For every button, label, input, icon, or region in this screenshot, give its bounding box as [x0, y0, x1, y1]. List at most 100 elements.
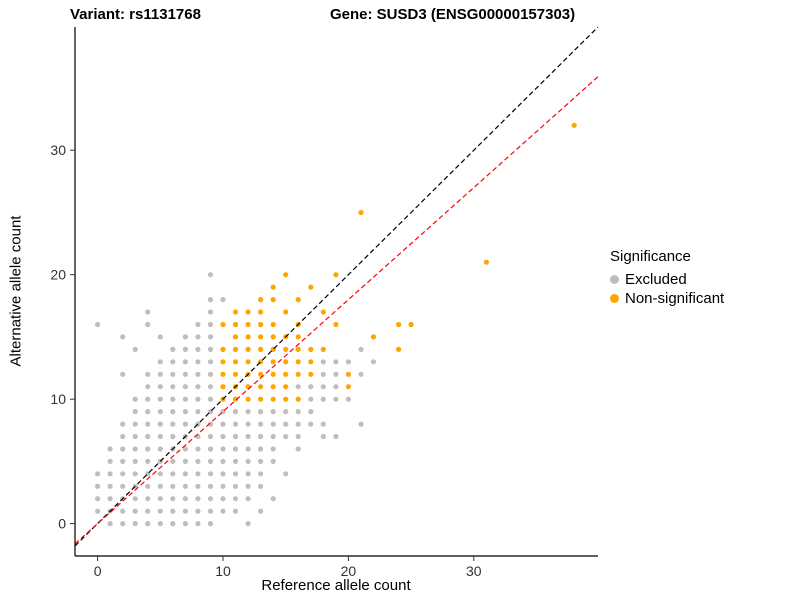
data-point-excluded	[245, 446, 251, 452]
data-point-excluded	[207, 396, 214, 402]
data-point-excluded	[220, 421, 226, 427]
data-point-excluded	[232, 471, 239, 477]
data-point-excluded	[308, 421, 314, 427]
data-point-non-significant	[270, 284, 276, 290]
data-point-excluded	[207, 359, 214, 365]
data-point-excluded	[220, 458, 226, 464]
data-point-excluded	[120, 483, 126, 489]
data-point-excluded	[207, 309, 214, 315]
data-point-excluded	[320, 396, 326, 402]
data-point-non-significant	[232, 371, 239, 377]
data-point-excluded	[170, 521, 176, 527]
data-point-excluded	[182, 371, 188, 377]
data-point-non-significant	[220, 371, 226, 377]
data-point-excluded	[157, 483, 163, 489]
legend-title: Significance	[610, 248, 691, 265]
data-point-excluded	[95, 496, 101, 502]
data-point-excluded	[120, 521, 126, 527]
data-point-excluded	[170, 483, 176, 489]
data-point-excluded	[132, 396, 138, 402]
data-point-excluded	[182, 471, 188, 477]
data-point-excluded	[170, 508, 176, 514]
data-point-non-significant	[308, 359, 314, 365]
data-point-excluded	[157, 433, 163, 440]
data-point-excluded	[195, 521, 201, 527]
data-point-non-significant	[283, 272, 289, 278]
data-point-excluded	[195, 346, 201, 352]
legend-item-excluded: Excluded	[610, 271, 724, 288]
data-point-non-significant	[571, 122, 577, 128]
data-point-excluded	[145, 321, 151, 328]
data-point-excluded	[107, 521, 113, 527]
data-point-excluded	[157, 446, 163, 452]
data-point-non-significant	[245, 334, 251, 340]
data-point-non-significant	[396, 321, 402, 328]
data-point-excluded	[207, 471, 214, 477]
data-point-excluded	[157, 359, 163, 365]
data-point-excluded	[182, 458, 188, 464]
data-point-excluded	[120, 371, 126, 377]
x-tick-label: 0	[94, 563, 102, 579]
data-point-excluded	[270, 421, 276, 427]
variant-title: Variant: rs1131768	[70, 6, 201, 23]
data-point-excluded	[220, 471, 226, 477]
data-point-excluded	[170, 371, 176, 377]
data-point-excluded	[320, 384, 326, 390]
data-point-excluded	[170, 433, 176, 440]
data-point-excluded	[258, 446, 264, 452]
data-point-excluded	[195, 371, 201, 377]
data-point-non-significant	[220, 346, 226, 352]
data-point-excluded	[195, 496, 201, 502]
data-point-excluded	[308, 384, 314, 390]
data-point-excluded	[170, 359, 176, 365]
data-point-excluded	[95, 508, 101, 514]
data-point-excluded	[132, 421, 138, 427]
data-point-excluded	[157, 334, 163, 340]
data-point-excluded	[182, 334, 188, 340]
data-point-non-significant	[283, 309, 289, 315]
data-point-excluded	[195, 359, 201, 365]
data-point-excluded	[333, 359, 339, 365]
data-point-non-significant	[283, 396, 289, 402]
data-point-excluded	[207, 446, 214, 452]
data-point-non-significant	[370, 334, 377, 340]
data-point-excluded	[207, 384, 214, 390]
data-point-excluded	[220, 433, 226, 440]
data-point-non-significant	[283, 359, 289, 365]
data-point-excluded	[120, 334, 126, 340]
data-point-non-significant	[308, 371, 314, 377]
data-point-non-significant	[245, 396, 251, 402]
data-point-excluded	[170, 458, 176, 464]
data-point-excluded	[320, 421, 326, 427]
data-point-excluded	[295, 446, 301, 452]
data-point-excluded	[157, 471, 163, 477]
data-point-excluded	[207, 421, 214, 427]
data-point-excluded	[132, 346, 138, 352]
data-point-excluded	[182, 421, 188, 427]
data-point-excluded	[207, 458, 214, 464]
data-point-excluded	[258, 409, 264, 415]
data-point-excluded	[157, 521, 163, 527]
data-point-excluded	[232, 421, 239, 427]
data-point-non-significant	[283, 384, 289, 390]
data-point-non-significant	[220, 321, 226, 328]
data-point-excluded	[195, 446, 201, 452]
data-point-excluded	[182, 409, 188, 415]
data-point-non-significant	[295, 346, 301, 352]
data-point-non-significant	[295, 396, 301, 402]
data-point-non-significant	[258, 371, 264, 377]
data-point-non-significant	[270, 396, 276, 402]
data-point-non-significant	[245, 321, 251, 328]
data-point-non-significant	[232, 359, 239, 365]
data-point-excluded	[207, 496, 214, 502]
non-significant-dot-icon	[610, 294, 619, 303]
data-point-excluded	[258, 421, 264, 427]
data-point-excluded	[157, 409, 163, 415]
y-tick-label: 0	[58, 516, 66, 532]
data-point-excluded	[220, 446, 226, 452]
data-point-excluded	[145, 396, 151, 402]
data-point-excluded	[207, 297, 214, 303]
data-point-excluded	[245, 433, 251, 440]
data-point-excluded	[182, 521, 188, 527]
